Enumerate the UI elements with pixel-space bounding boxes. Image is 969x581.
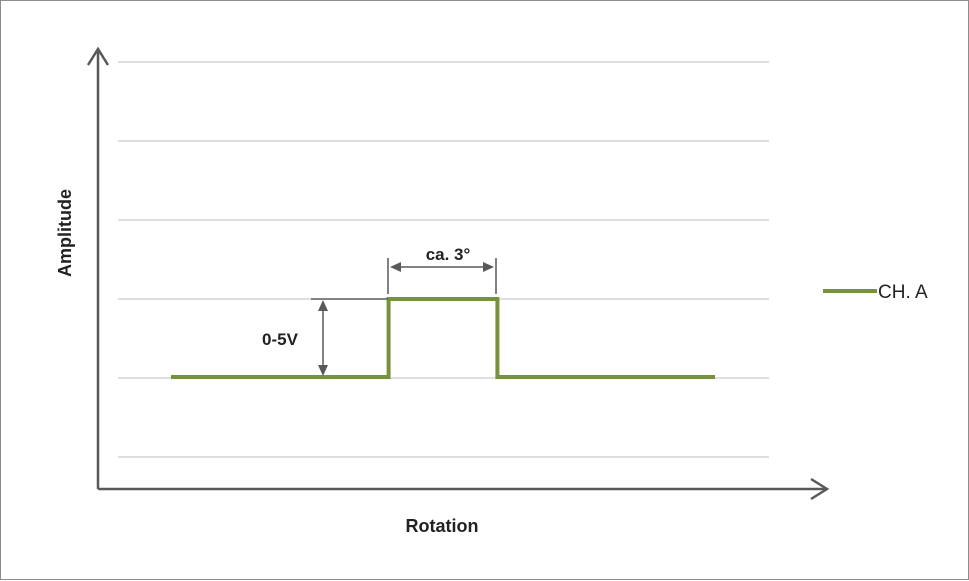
amplitude-annotation: 0-5V xyxy=(262,330,299,349)
x-axis-arrow xyxy=(810,477,830,501)
y-axis-label: Amplitude xyxy=(55,189,75,277)
pulse-width-annotation: ca. 3° xyxy=(426,245,471,264)
y-axis-arrow xyxy=(86,46,110,66)
legend-label: CH. A xyxy=(878,282,928,303)
axes xyxy=(86,46,830,501)
width-dim-arrow-right xyxy=(483,262,494,272)
series-line-0 xyxy=(171,297,715,379)
width-dim-arrow-left xyxy=(390,262,401,272)
amp-dim-arrow-bottom xyxy=(318,365,328,376)
amp-dim-arrow-top xyxy=(318,300,328,311)
legend: CH. A xyxy=(823,282,928,303)
x-axis-label: Rotation xyxy=(406,516,479,536)
series-layer xyxy=(171,297,715,379)
dimension-layer xyxy=(311,258,497,376)
